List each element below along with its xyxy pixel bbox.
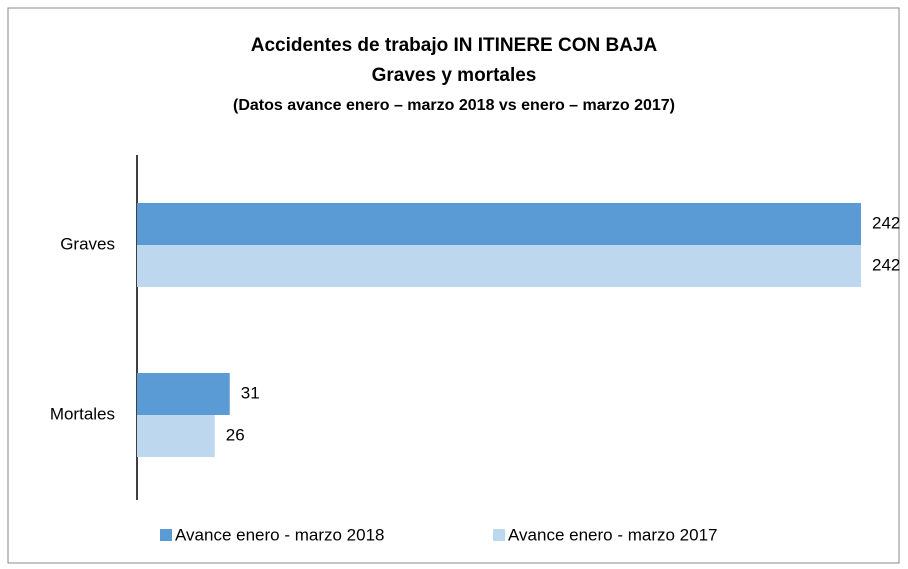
legend-label: Avance enero - marzo 2017 xyxy=(508,525,717,544)
legend-label: Avance enero - marzo 2018 xyxy=(175,525,384,544)
data-label: 26 xyxy=(226,425,245,444)
y-tick-label: Graves xyxy=(60,234,115,253)
data-label: 242 xyxy=(872,213,900,232)
bar xyxy=(137,415,215,457)
chart-title: Accidentes de trabajo IN ITINERE CON BAJ… xyxy=(251,35,658,56)
chart-subtitle: Graves y mortales xyxy=(372,65,537,86)
chart-note: (Datos avance enero – marzo 2018 vs ener… xyxy=(233,97,675,114)
chart-frame xyxy=(7,7,900,564)
bar xyxy=(137,245,861,287)
bar xyxy=(137,203,861,245)
legend-swatch xyxy=(160,529,172,541)
legend-swatch xyxy=(493,529,505,541)
y-tick-label: Mortales xyxy=(50,404,115,423)
data-label: 31 xyxy=(241,383,260,402)
data-label: 242 xyxy=(872,255,900,274)
bar xyxy=(137,373,230,415)
